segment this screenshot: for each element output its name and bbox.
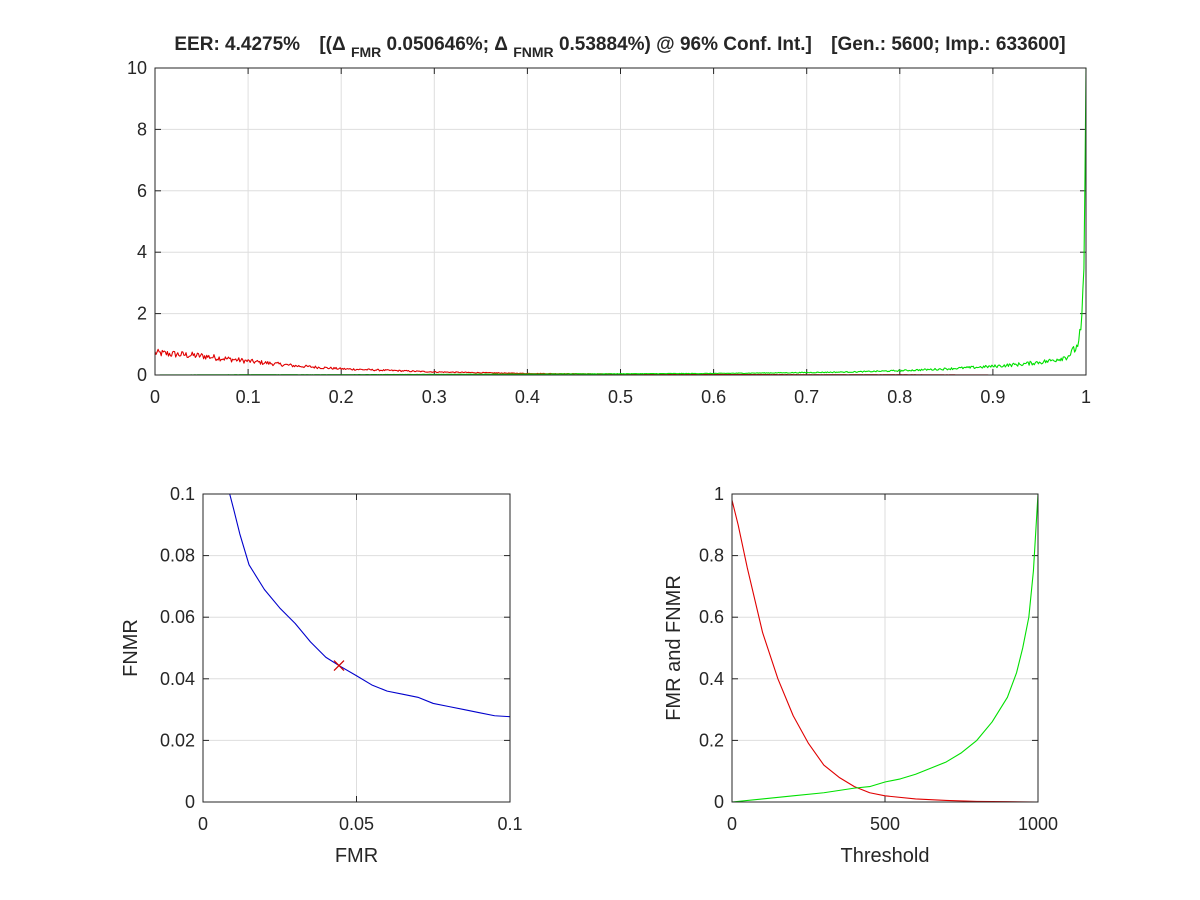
y-tick-label: 2 xyxy=(137,304,147,324)
title-fnmr-subscript: FNMR xyxy=(513,44,553,60)
x-axis-label: Threshold xyxy=(841,845,930,867)
series-line-green xyxy=(732,493,1039,803)
y-tick-label: 0.2 xyxy=(699,730,724,750)
y-tick-label: 0.1 xyxy=(170,484,195,504)
y-tick-label: 8 xyxy=(137,119,147,139)
y-tick-label: 0.06 xyxy=(160,607,195,627)
x-tick-label: 1000 xyxy=(1018,814,1058,834)
eer-marker xyxy=(333,660,345,671)
series-line-red xyxy=(732,500,1039,803)
y-tick-label: 0.8 xyxy=(699,546,724,566)
axes-box xyxy=(154,67,1087,376)
y-tick-label: 0.4 xyxy=(699,669,724,689)
y-axis-label: FNMR xyxy=(120,619,142,677)
y-tick-label: 1 xyxy=(714,484,724,504)
x-tick-label: 0.9 xyxy=(980,387,1005,407)
x-tick-label: 0 xyxy=(198,814,208,834)
x-tick-label: 0.8 xyxy=(887,387,912,407)
x-tick-label: 0.5 xyxy=(608,387,633,407)
y-tick-label: 0.02 xyxy=(160,730,195,750)
y-tick-label: 10 xyxy=(127,58,147,78)
fmr-fnmr-threshold-chart: 0 500 1000 0 0.2 0.4 0.6 0.8 1 Threshold FMR and F… xyxy=(663,484,1058,867)
title-fnmr-value: 0.53884%) @ 96% Conf. Int.] xyxy=(559,34,812,55)
y-tick-label: 6 xyxy=(137,181,147,201)
x-tick-label: 0.7 xyxy=(794,387,819,407)
y-tick-label: 0 xyxy=(185,792,195,812)
y-tick-label: 0.6 xyxy=(699,607,724,627)
det-curve-chart: 0 0.05 0.1 0 0.02 0.04 0.06 0.08 0.1 FMR FNMR xyxy=(120,484,523,867)
x-tick-label: 0 xyxy=(150,387,160,407)
y-tick-label: 0.08 xyxy=(160,546,195,566)
y-tick-label: 0 xyxy=(714,792,724,812)
x-tick-label: 500 xyxy=(870,814,900,834)
y-tick-label: 0.04 xyxy=(160,669,195,689)
x-tick-label: 0 xyxy=(727,814,737,834)
x-axis-label: FMR xyxy=(335,845,378,867)
x-tick-label: 0.05 xyxy=(339,814,374,834)
title-open: [(Δ xyxy=(319,34,345,55)
series-line-blue xyxy=(229,493,511,718)
y-axis-label: FMR and FNMR xyxy=(663,575,685,721)
x-tick-label: 0.3 xyxy=(422,387,447,407)
title-counts: [Gen.: 5600; Imp.: 633600] xyxy=(831,34,1065,55)
x-tick-label: 0.1 xyxy=(236,387,261,407)
axes-box xyxy=(731,493,1039,803)
figure-title: EER: 4.4275% [(Δ FMR 0.050646%; Δ FNMR 0… xyxy=(174,34,1065,62)
y-tick-label: 4 xyxy=(137,242,147,262)
title-fmr-value: 0.050646%; Δ xyxy=(387,34,508,55)
x-tick-label: 0.1 xyxy=(497,814,522,834)
title-eer: EER: 4.4275% xyxy=(174,34,300,55)
x-tick-label: 0.6 xyxy=(701,387,726,407)
title-fmr-subscript: FMR xyxy=(351,44,381,60)
x-tick-label: 0.4 xyxy=(515,387,540,407)
x-tick-label: 0.2 xyxy=(329,387,354,407)
x-tick-label: 1 xyxy=(1081,387,1091,407)
y-tick-label: 0 xyxy=(137,365,147,385)
axes-box xyxy=(202,493,511,803)
